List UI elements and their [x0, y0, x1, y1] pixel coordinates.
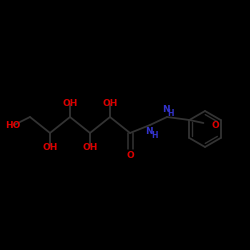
- Text: N: N: [145, 126, 153, 136]
- Text: N: N: [162, 104, 170, 114]
- Text: O: O: [212, 120, 219, 130]
- Text: OH: OH: [42, 142, 58, 152]
- Text: OH: OH: [82, 142, 98, 152]
- Text: OH: OH: [62, 98, 78, 108]
- Text: HO: HO: [5, 120, 21, 130]
- Text: O: O: [126, 152, 134, 160]
- Text: OH: OH: [102, 98, 118, 108]
- Text: H: H: [151, 130, 157, 140]
- Text: H: H: [168, 108, 174, 118]
